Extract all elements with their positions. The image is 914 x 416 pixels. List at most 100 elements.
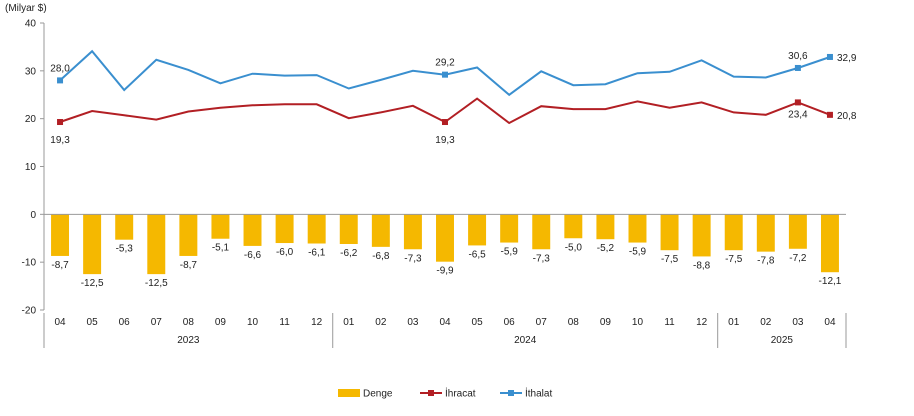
denge-bar	[500, 214, 519, 243]
ihracat-marker	[794, 99, 801, 106]
denge-bar-label: -8,7	[180, 260, 198, 271]
x-tick-label: 06	[119, 317, 131, 328]
denge-bar	[436, 214, 454, 262]
x-tick-label: 04	[439, 317, 451, 328]
y-tick-label: 0	[30, 210, 36, 221]
x-tick-label: 05	[87, 317, 99, 328]
ihracat-marker	[57, 119, 64, 126]
denge-bar	[820, 214, 839, 273]
ihracat-data-label: 19,3	[50, 135, 70, 146]
ithalat-marker	[826, 53, 833, 60]
ithalat-marker	[57, 77, 64, 84]
denge-bar-label: -12,5	[145, 278, 168, 289]
x-tick-label: 07	[536, 317, 548, 328]
denge-bar-label: -5,1	[212, 243, 230, 254]
denge-bar	[275, 214, 294, 244]
denge-bar-label: -5,3	[116, 244, 134, 255]
denge-bar	[307, 214, 326, 244]
x-tick-label: 07	[151, 317, 163, 328]
denge-bar-label: -7,5	[661, 254, 679, 265]
x-tick-label: 01	[343, 317, 355, 328]
denge-bar	[147, 214, 166, 275]
x-tick-label: 11	[664, 317, 675, 328]
x-tick-label: 02	[760, 317, 772, 328]
y-tick-label: 10	[25, 162, 37, 173]
denge-bar	[51, 214, 70, 256]
year-group-label: 2024	[514, 335, 537, 346]
x-tick-label: 11	[279, 317, 290, 328]
legend-marker-ihracat	[428, 390, 434, 396]
denge-bar	[115, 214, 134, 240]
year-group-label: 2025	[771, 335, 794, 346]
denge-bar	[371, 214, 390, 247]
denge-bar	[532, 214, 551, 250]
denge-bar	[660, 214, 679, 251]
legend-label-ihracat: İhracat	[445, 387, 476, 400]
denge-bar	[243, 214, 262, 246]
denge-bar	[724, 214, 743, 251]
denge-bar	[403, 214, 422, 250]
denge-bar-label: -5,9	[629, 247, 647, 258]
x-tick-label: 10	[247, 317, 259, 328]
y-tick-label: 40	[25, 19, 37, 30]
x-tick-label: 08	[568, 317, 580, 328]
denge-bar-label: -12,5	[81, 278, 104, 289]
ithalat-marker	[794, 64, 801, 71]
denge-bar-label: -6,1	[308, 248, 326, 259]
line-data-labels: 19,3 19,3 23,4 20,8 28,0 29,2 30,6 32,9	[50, 51, 857, 146]
ithalat-data-label: 28,0	[50, 63, 70, 74]
legend-marker-ithalat	[508, 390, 514, 396]
ihracat-data-label: 20,8	[837, 111, 857, 122]
denge-bar-labels: -8,7 -12,5 -5,3 -12,5 -8,7 -5,1 -6,6 -6,0 -6,1 -6…	[51, 242, 841, 289]
denge-bar	[756, 214, 775, 252]
y-tick-label: 20	[25, 114, 37, 125]
ithalat-data-label: 30,6	[788, 51, 808, 62]
x-tick-label: 05	[472, 317, 484, 328]
ihracat-marker	[826, 111, 833, 118]
denge-bar-label: -7,3	[404, 253, 422, 264]
denge-bars	[51, 214, 839, 275]
ithalat-data-label: 29,2	[435, 58, 455, 69]
denge-bar-label: -5,2	[597, 243, 615, 254]
x-tick-label: 09	[215, 317, 227, 328]
x-tick-label: 01	[728, 317, 740, 328]
x-tick-label: 02	[375, 317, 387, 328]
denge-bar-label: -5,9	[501, 247, 519, 258]
x-axis: 04 05 06 07 08 09 10 11 12 01 02 03 04 05 06 07 08 09 10 11…	[43, 313, 847, 348]
x-tick-label: 10	[632, 317, 644, 328]
denge-bar	[564, 214, 583, 239]
x-tick-label: 06	[504, 317, 516, 328]
ihracat-data-label: 23,4	[788, 109, 808, 120]
y-axis-unit-label: (Milyar $)	[5, 3, 47, 14]
denge-bar	[83, 214, 102, 275]
x-tick-label: 09	[600, 317, 612, 328]
denge-bar-label: -7,2	[789, 253, 807, 264]
legend-label-denge: Denge	[363, 389, 393, 400]
denge-bar	[468, 214, 487, 246]
denge-bar	[211, 214, 230, 239]
x-tick-label: 04	[824, 317, 836, 328]
denge-bar-label: -7,8	[757, 256, 775, 267]
legend-swatch-denge	[338, 389, 360, 397]
denge-bar-label: -5,0	[565, 242, 583, 253]
denge-bar	[339, 214, 358, 244]
denge-bar-label: -6,5	[468, 249, 486, 260]
denge-bar-label: -8,8	[693, 260, 711, 271]
ithalat-marker	[442, 71, 448, 78]
denge-bar	[628, 214, 647, 243]
x-tick-label: 12	[311, 317, 323, 328]
year-group-label: 2023	[177, 335, 200, 346]
y-tick-label: 30	[25, 66, 37, 77]
denge-bar	[179, 214, 198, 256]
denge-bar	[788, 214, 807, 249]
denge-bar-label: -6,6	[244, 250, 262, 261]
denge-bar-label: -6,8	[372, 251, 390, 262]
x-tick-label: 03	[407, 317, 419, 328]
line-series	[57, 49, 833, 126]
x-tick-label: 08	[183, 317, 195, 328]
denge-bar	[596, 214, 615, 240]
ihracat-data-label: 19,3	[435, 135, 455, 146]
legend-label-ithalat: İthalat	[525, 387, 552, 400]
denge-bar-label: -12,1	[819, 276, 842, 287]
